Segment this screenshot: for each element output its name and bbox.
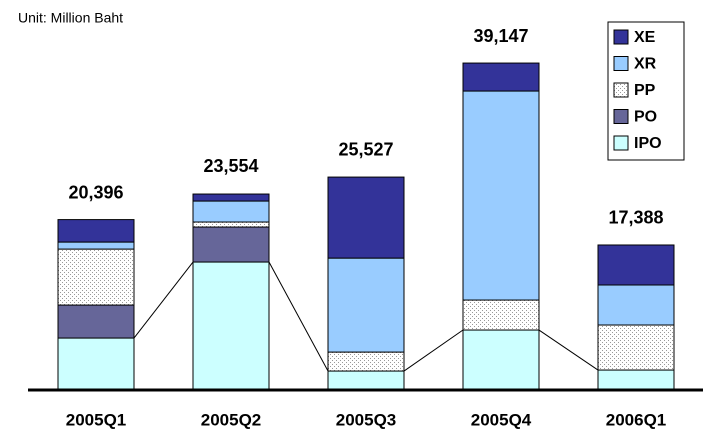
legend-label: PO xyxy=(634,109,657,126)
legend-swatch xyxy=(613,29,629,45)
bar-segment xyxy=(462,329,540,391)
bar-segment xyxy=(597,369,675,391)
x-tick-label: 2005Q2 xyxy=(201,410,262,429)
legend-label: PP xyxy=(634,82,656,99)
bar-segment xyxy=(327,176,405,259)
connector-line xyxy=(538,329,599,371)
bar-segment xyxy=(462,299,540,331)
legend-label: IPO xyxy=(634,135,662,152)
bar-segment xyxy=(57,248,135,306)
bar-segment xyxy=(327,257,405,353)
legend-swatch xyxy=(613,82,629,98)
bar-segment xyxy=(597,324,675,371)
connector-line xyxy=(268,261,329,372)
bar-segment xyxy=(462,62,540,92)
bar-segment xyxy=(327,370,405,391)
legend-swatch xyxy=(613,109,629,124)
legend-label: XE xyxy=(634,29,656,46)
total-label: 23,554 xyxy=(203,156,258,176)
legend-swatch xyxy=(613,56,629,71)
bar-segment xyxy=(192,261,270,391)
total-label: 39,147 xyxy=(473,26,528,46)
bar-segment xyxy=(57,219,135,243)
bar-segment xyxy=(192,226,270,263)
x-tick-label: 2006Q1 xyxy=(606,410,667,429)
total-label: 17,388 xyxy=(608,208,663,228)
connector-line xyxy=(403,329,464,372)
legend-swatch xyxy=(613,135,629,151)
bar-segment xyxy=(462,90,540,301)
unit-label: Unit: Million Baht xyxy=(18,10,123,26)
bar-segment xyxy=(192,200,270,223)
bar-segment xyxy=(57,241,135,250)
bar-segment xyxy=(597,244,675,286)
bar-segment xyxy=(327,351,405,372)
x-tick-label: 2005Q3 xyxy=(336,410,397,429)
bar-segment xyxy=(57,337,135,391)
connector-line xyxy=(133,261,194,339)
bar-segment xyxy=(57,304,135,339)
total-label: 25,527 xyxy=(338,140,393,160)
legend-label: XR xyxy=(634,56,657,73)
bar-segment xyxy=(192,221,270,228)
bar-segment xyxy=(597,284,675,326)
total-label: 20,396 xyxy=(68,182,123,202)
x-tick-label: 2005Q1 xyxy=(66,410,127,429)
x-tick-label: 2005Q4 xyxy=(471,410,532,429)
bar-segment xyxy=(192,193,270,202)
